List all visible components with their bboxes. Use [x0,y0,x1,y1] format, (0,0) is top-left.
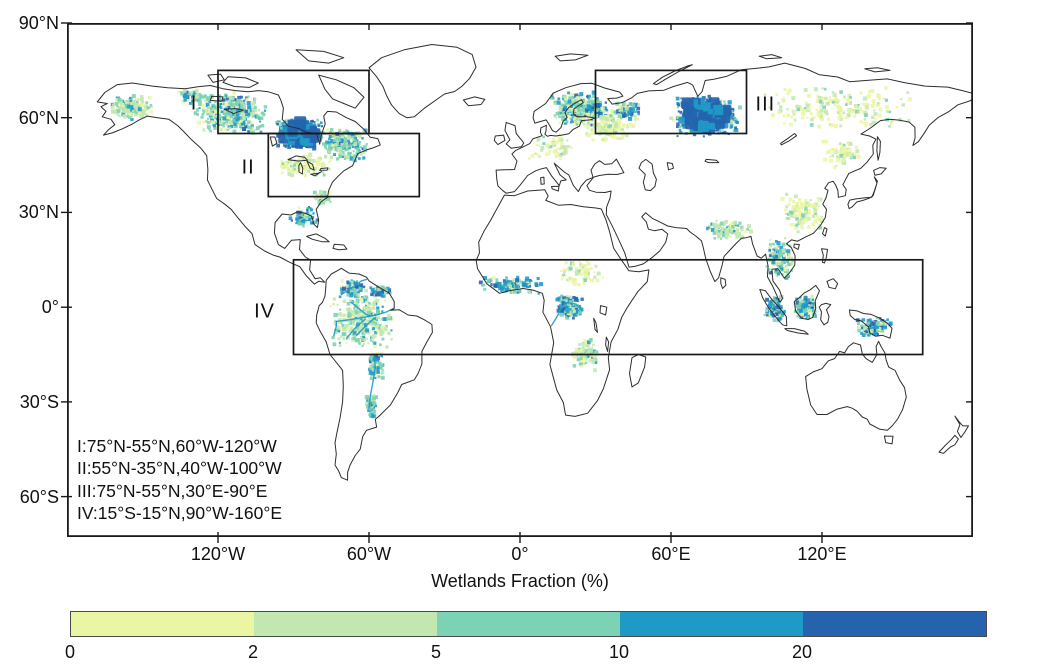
coastline-path [720,277,727,289]
region-label-IV: IV [254,300,275,323]
colorbar-segment-5-10 [437,612,620,636]
coastline-path [638,158,657,192]
coastline-path [306,160,315,171]
coastline-path [818,302,832,326]
map-content-layer [96,44,973,481]
region-bounds-line-1: I:75°N-55°N,60°W-120°W [77,436,277,456]
coastline-path [207,73,225,83]
colorbar-tick-label: 2 [247,642,259,662]
coastline-path [954,415,969,438]
colorbar-segment-0-2 [71,612,254,636]
x-tick-label: 60°W [346,544,392,564]
coastline-path [495,62,973,303]
coastline-path [475,189,650,417]
axis-ticks [61,22,973,543]
y-tick-label: 30°N [18,202,59,223]
coastline-path [209,95,224,102]
x-tick-label: 60°E [651,544,691,564]
y-tick-label: 60°S [19,486,59,507]
coastline-path [223,108,244,115]
y-tick-label: 90°N [18,13,59,33]
coastline-path [847,176,878,210]
colorbar-tick-label: 0 [64,642,76,662]
coastline-path [599,305,608,316]
coastline-path [551,185,560,192]
coastline-path [826,278,839,290]
coastline-path [652,64,693,86]
region-bounds-legend: I:75°N-55°N,60°W-120°W II:55°N-35°N,40°W… [77,435,282,525]
region-boxes-layer [217,69,924,356]
colorbar-segment-2-5 [254,612,437,636]
coastline-path [96,82,381,285]
region-box-II [267,132,421,198]
coastline-path [793,243,800,250]
coastlines-layer [96,44,973,481]
coastline-path [462,96,486,107]
coastline-path [310,171,322,177]
coastline-path [593,317,598,333]
coastline-path [269,136,278,147]
region-bounds-line-3: III:75°N-55°N,30°E-90°E [77,480,268,501]
world-map-svg [61,22,974,543]
coastline-path [319,167,329,171]
coastline-path [822,227,828,237]
region-label-III: III [755,93,776,116]
coastline-path [876,136,881,161]
coastline-path [784,328,809,335]
x-tick-label: 120°W [190,544,246,564]
coastline-path [938,434,959,454]
coastline-path [873,167,887,176]
coastline-path [759,289,788,327]
coastline-path [666,162,674,171]
map-frame [66,22,974,538]
coastline-path [318,74,365,109]
coastline-path [504,122,525,149]
river-lines-layer [333,278,584,409]
colorbar-segment-10-20 [620,612,803,636]
region-box-IV [292,258,924,356]
coastline-path [493,134,506,146]
coastline-path [758,54,783,60]
colorbar-segment->20 [803,612,986,636]
coastline-path [605,336,610,352]
coastline-path [222,76,259,88]
colorbar-title: Wetlands Fraction (%) [431,571,609,591]
region-bounds-line-2: II:55°N-35°N,40°W-100°W [77,458,282,479]
coastline-path [848,309,893,339]
region-box-III [594,69,748,135]
coastline-path [629,354,647,388]
coastline-path [704,158,720,164]
coastline-path [306,233,330,243]
coastline-path [780,133,798,146]
coastline-path [821,248,828,264]
coastline-path [883,435,894,445]
y-tick-label: 0° [41,297,59,318]
colorbar-tick-label: 5 [430,642,442,662]
map-plot: I II III IV I:75°N-55°N,60°W-120°W II:55… [61,22,974,543]
coastline-path [287,155,309,162]
coastline-path [864,67,891,73]
coastline-path [298,162,304,175]
coastline-path [540,176,545,185]
x-tick-label: 0° [511,544,529,564]
coastline-path [368,44,477,119]
x-tick-label: 120°E [797,544,847,564]
coastline-path [315,267,433,481]
coastline-path [554,53,589,62]
region-label-I: I [190,92,198,114]
region-label-II: II [241,156,255,179]
coastline-path [805,340,907,431]
colorbar-tick-label: 10 [608,642,630,662]
y-tick-label: 30°S [19,391,59,412]
y-tick-label: 60°N [18,107,59,128]
coastline-path [295,49,345,64]
region-bounds-line-4: IV:15°S-15°N,90°W-160°E [77,503,283,524]
colorbar [70,611,987,637]
colorbar-tick-label: 20 [791,642,813,662]
coastline-path [332,243,348,251]
coastline-path [793,284,820,320]
